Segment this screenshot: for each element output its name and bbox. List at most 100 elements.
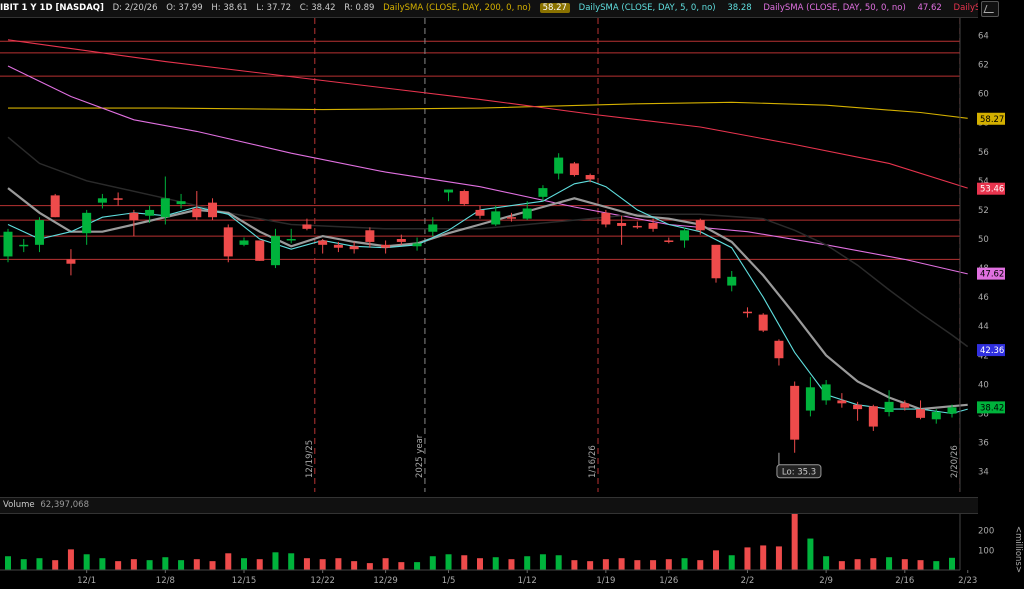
price-tick-label: 42 [978,351,989,361]
volume-bar [634,560,641,570]
candle-body [302,224,312,229]
volume-bar [492,557,499,570]
candle-body [50,195,60,218]
volume-bar [760,545,767,570]
candle-body [742,311,752,314]
low-callout-box [776,464,822,479]
volume-bar [744,547,751,570]
candle-body [538,188,548,197]
candle-body [569,163,579,176]
time-tick-label: 12/22 [310,576,335,586]
candle-body [727,276,737,286]
sma200-study-label[interactable]: DailySMA (CLOSE, DAY, 200, 0, no) [383,3,531,13]
volume-bar [508,559,515,570]
volume-bar [115,561,122,570]
volume-bar [524,556,531,570]
price-tick-label: 38 [978,409,989,419]
volume-bar [366,563,373,570]
candle-body [66,259,76,264]
volume-bar [209,561,216,570]
volume-bar [178,560,185,570]
candle-body [805,387,815,411]
price-tick-label: 44 [978,322,989,332]
candle-body [318,240,328,245]
candle-body [113,198,123,200]
sma200-line [8,101,968,119]
volume-bar [67,549,74,570]
candle-body [664,240,674,242]
price-tick-label: 52 [978,206,989,216]
price-tag-box [977,401,1005,414]
volume-bar [20,559,27,570]
price-tag-box [977,112,1005,125]
candle-body [790,385,800,440]
symbol-label[interactable]: IBIT 1 Y 1D [NASDAQ] [0,3,104,13]
volume-bar [146,560,153,570]
chart-header: IBIT 1 Y 1D [NASDAQ] D: 2/20/26 O: 37.99… [0,0,978,18]
sma5-study-label[interactable]: DailySMA (CLOSE, DAY, 5, 0, no) [578,3,716,13]
price-tick-label: 36 [978,439,989,449]
low-callout: Lo: 35.3 [776,452,822,479]
price-tick-label: 64 [978,31,989,41]
volume-bar [587,561,594,570]
volume-bar [791,513,798,570]
candle-body [3,231,13,257]
candle-body [837,400,847,404]
sma5-study-value: 38.28 [727,3,752,13]
candle-body [239,240,249,245]
volume-bar [193,559,200,570]
candle-body [444,189,454,193]
time-tick-label: 1/19 [596,576,615,586]
candle-body [160,198,170,218]
candle-body [412,243,422,247]
moving-averages [7,39,969,415]
volume-bar [886,557,893,570]
chart-settings-icon[interactable] [981,1,999,17]
volume-bar [697,560,704,570]
close-value: C: 38.42 [299,3,336,13]
price-tag-label: 38.42 [980,403,1004,413]
volume-bars [5,513,955,570]
vertical-markers: 12/19/25 2025 year 1/16/26 2/20/26 [305,18,961,492]
time-tick-label: 12/15 [232,576,257,586]
candle-body [884,401,894,413]
volume-bar [650,560,657,570]
candle-body [632,225,642,228]
price-tag-box [977,344,1005,357]
volume-bar [618,558,625,570]
candle-body [680,230,690,241]
volume-bar [225,553,232,570]
volume-bar [382,558,389,570]
volume-bar [414,562,421,570]
price-tag-label: 53.46 [980,185,1004,195]
candle-body [617,223,627,226]
volume-bar [870,558,877,570]
vertical-marker-label: 2025 year [415,434,425,478]
sma100-study-label[interactable]: DailySMA (CLOSE, DAY, 100, 0, ... [953,3,978,13]
volume-bar [602,559,609,570]
candle-body [396,239,406,242]
volume-axis: 100 200 <millions> [959,513,1023,573]
time-tick-label: 2/2 [741,576,755,586]
price-tick-label: 46 [978,293,989,303]
price-tick-label: 56 [978,148,989,158]
volume-bar [775,546,782,570]
horizontal-levels [0,40,960,260]
volume-value: 62,397,068 [40,500,89,510]
candle-body [223,227,233,257]
time-tick-label: 12/1 [77,576,96,586]
candle-body [82,212,92,234]
volume-tick-label: 200 [978,527,994,537]
price-tag-label: 47.62 [980,270,1004,280]
volume-bar [854,559,861,570]
price-tick-label: 60 [978,90,989,100]
candle-body [648,223,658,229]
sma50-study-label[interactable]: DailySMA (CLOSE, DAY, 50, 0, no) [763,3,906,13]
candle-body [145,209,155,216]
volume-bar [681,558,688,570]
candle-body [129,212,139,221]
volume-bar [949,557,955,570]
volume-bar [5,556,11,570]
volume-bar [713,550,719,570]
